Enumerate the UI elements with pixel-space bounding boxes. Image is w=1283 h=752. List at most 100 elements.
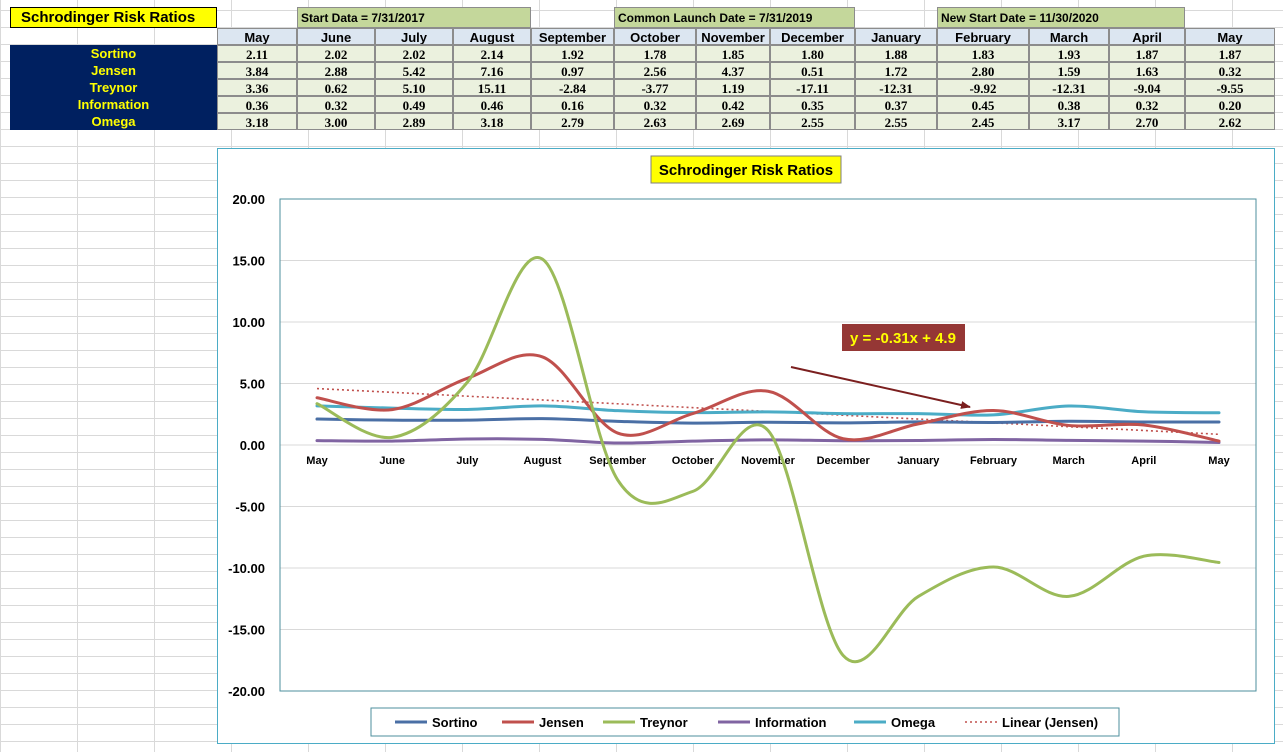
table-cell[interactable]: 3.84 [217,62,297,79]
table-cell[interactable]: -12.31 [855,79,937,96]
month-header[interactable]: February [937,28,1029,45]
table-cell[interactable]: 2.69 [696,113,770,130]
table-cell[interactable]: 0.35 [770,96,855,113]
table-cell[interactable]: 2.88 [297,62,375,79]
table-cell[interactable]: 0.16 [531,96,614,113]
table-cell[interactable]: 2.89 [375,113,453,130]
table-cell[interactable]: 2.80 [937,62,1029,79]
row-label[interactable]: Sortino [10,45,217,62]
month-header[interactable]: November [696,28,770,45]
month-header[interactable]: May [1185,28,1275,45]
table-cell[interactable]: 0.37 [855,96,937,113]
table-cell[interactable]: 1.63 [1109,62,1185,79]
table-cell[interactable]: -2.84 [531,79,614,96]
legend-label: Jensen [539,715,584,730]
table-cell[interactable]: 0.36 [217,96,297,113]
table-cell[interactable]: 2.55 [770,113,855,130]
sheet-title[interactable]: Schrodinger Risk Ratios [10,7,217,28]
table-cell[interactable]: 1.83 [937,45,1029,62]
table-cell[interactable]: 0.62 [297,79,375,96]
y-tick-label: 5.00 [240,377,265,392]
table-cell[interactable]: 2.02 [375,45,453,62]
table-cell[interactable]: 2.62 [1185,113,1275,130]
table-cell[interactable]: 0.32 [1109,96,1185,113]
month-header[interactable]: April [1109,28,1185,45]
table-cell[interactable]: 2.11 [217,45,297,62]
table-cell[interactable]: 15.11 [453,79,531,96]
table-cell[interactable]: -9.92 [937,79,1029,96]
table-cell[interactable]: 2.79 [531,113,614,130]
legend-item[interactable]: Information [718,715,827,730]
table-cell[interactable]: -3.77 [614,79,696,96]
table-cell[interactable]: 1.85 [696,45,770,62]
chart-frame[interactable]: 20.00 15.00 10.00 5.00 0.00 -5.00 -10.00 -15.00… [217,148,1275,744]
table-cell[interactable]: 0.49 [375,96,453,113]
table-cell[interactable]: 2.14 [453,45,531,62]
month-header[interactable]: March [1029,28,1109,45]
row-label[interactable]: Jensen [10,62,217,79]
table-cell[interactable]: 2.02 [297,45,375,62]
table-cell[interactable]: 0.42 [696,96,770,113]
table-cell[interactable]: 0.32 [1185,62,1275,79]
table-cell[interactable]: 1.19 [696,79,770,96]
row-label[interactable]: Treynor [10,79,217,96]
table-cell[interactable]: 0.97 [531,62,614,79]
legend-item[interactable]: Sortino [395,715,478,730]
table-cell[interactable]: 1.93 [1029,45,1109,62]
legend-label: Omega [891,715,936,730]
table-cell[interactable]: -9.55 [1185,79,1275,96]
table-cell[interactable]: -12.31 [1029,79,1109,96]
table-cell[interactable]: 2.63 [614,113,696,130]
month-header[interactable]: January [855,28,937,45]
series-layer [315,256,1221,664]
table-cell[interactable]: -9.04 [1109,79,1185,96]
table-cell[interactable]: 1.87 [1109,45,1185,62]
legend-item[interactable]: Omega [854,715,936,730]
table-cell[interactable]: 1.80 [770,45,855,62]
table-cell[interactable]: 3.18 [453,113,531,130]
table-cell[interactable]: 5.42 [375,62,453,79]
table-cell[interactable]: 1.72 [855,62,937,79]
table-cell[interactable]: 3.36 [217,79,297,96]
table-cell[interactable]: 1.87 [1185,45,1275,62]
launch-date-note[interactable]: Common Launch Date = 7/31/2019 [614,7,855,28]
table-cell[interactable]: 7.16 [453,62,531,79]
y-tick-label: 0.00 [240,438,265,453]
month-header[interactable]: September [531,28,614,45]
table-cell[interactable]: 0.20 [1185,96,1275,113]
month-header[interactable]: June [297,28,375,45]
month-header[interactable]: July [375,28,453,45]
table-cell[interactable]: 1.78 [614,45,696,62]
table-cell[interactable]: 2.56 [614,62,696,79]
legend-item[interactable]: Treynor [603,715,688,730]
table-cell[interactable]: 1.92 [531,45,614,62]
table-cell[interactable]: 3.17 [1029,113,1109,130]
legend-item[interactable]: Jensen [502,715,584,730]
month-header[interactable]: August [453,28,531,45]
new-start-date-note[interactable]: New Start Date = 11/30/2020 [937,7,1185,28]
row-label[interactable]: Omega [10,113,217,130]
table-cell[interactable]: 4.37 [696,62,770,79]
table-cell[interactable]: 5.10 [375,79,453,96]
table-cell[interactable]: 0.51 [770,62,855,79]
legend-item[interactable]: Linear (Jensen) [965,715,1098,730]
start-date-note[interactable]: Start Data = 7/31/2017 [297,7,531,28]
month-header[interactable]: December [770,28,855,45]
table-cell[interactable]: 0.32 [297,96,375,113]
table-cell[interactable]: 1.88 [855,45,937,62]
table-cell[interactable]: 3.18 [217,113,297,130]
table-cell[interactable]: 0.38 [1029,96,1109,113]
table-cell[interactable]: 0.45 [937,96,1029,113]
table-cell[interactable]: 2.55 [855,113,937,130]
table-cell[interactable]: 3.00 [297,113,375,130]
month-header[interactable]: May [217,28,297,45]
table-cell[interactable]: 2.70 [1109,113,1185,130]
table-cell[interactable]: 1.59 [1029,62,1109,79]
month-header[interactable]: October [614,28,696,45]
row-label[interactable]: Information [10,96,217,113]
table-cell[interactable]: -17.11 [770,79,855,96]
table-cell[interactable]: 0.46 [453,96,531,113]
table-cell[interactable]: 2.45 [937,113,1029,130]
table-cell[interactable]: 0.32 [614,96,696,113]
line-chart: 20.00 15.00 10.00 5.00 0.00 -5.00 -10.00 -15.00… [228,155,1257,737]
